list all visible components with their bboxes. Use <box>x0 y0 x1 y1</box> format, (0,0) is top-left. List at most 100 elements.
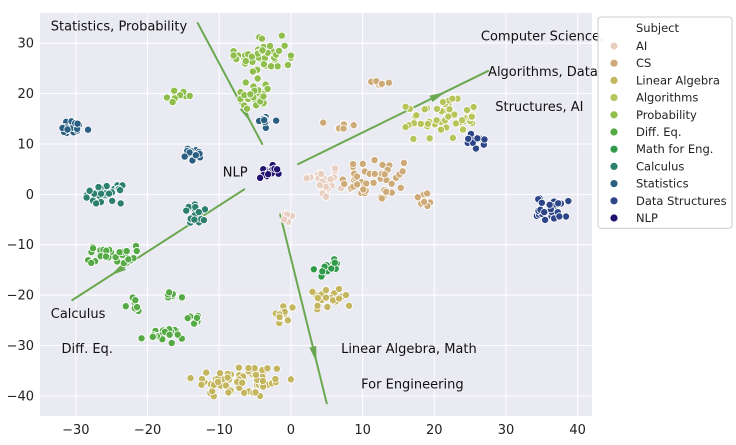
annotation-label: Linear Algebra, Math <box>341 342 477 357</box>
data-point <box>352 172 361 181</box>
data-point <box>116 186 125 195</box>
data-point <box>241 78 250 87</box>
data-point <box>451 119 460 128</box>
legend-marker <box>609 58 619 68</box>
annotation-arrow <box>71 188 246 302</box>
data-point <box>137 334 146 343</box>
data-point <box>162 93 171 102</box>
data-point <box>183 314 192 323</box>
data-point <box>335 284 344 293</box>
data-point <box>349 160 358 169</box>
data-point <box>409 134 418 143</box>
data-point <box>413 193 422 202</box>
data-point <box>396 183 405 192</box>
data-point <box>167 338 176 347</box>
legend-marker <box>609 76 619 85</box>
data-point <box>266 42 275 51</box>
x-tick-label: 0 <box>287 423 295 438</box>
data-point <box>121 302 130 311</box>
x-tick-label: −10 <box>206 423 233 438</box>
data-point <box>256 173 265 182</box>
data-point <box>182 206 191 215</box>
data-point <box>257 34 266 43</box>
x-tick-labels: −30 −20 −10 0 10 20 30 40 <box>62 423 586 438</box>
y-tick-label: 10 <box>17 137 34 152</box>
legend-marker <box>609 213 619 223</box>
annotation-arrows <box>71 22 490 405</box>
data-point <box>251 370 260 379</box>
y-tick-label: −20 <box>7 289 34 304</box>
data-point <box>445 105 454 114</box>
y-tick-label: −40 <box>7 389 34 404</box>
data-point <box>545 200 554 209</box>
data-point <box>168 98 177 107</box>
data-point <box>108 196 117 205</box>
arrow-head <box>429 91 446 103</box>
arrow-head <box>239 106 251 122</box>
legend: Subject AI CS Linear Algebra Algorithms Proba… <box>597 16 733 229</box>
legend-entry: Diff. Eq. <box>636 125 682 139</box>
legend-entry: Data Structures <box>636 194 727 208</box>
data-point <box>264 170 273 179</box>
legend-marker <box>609 93 619 102</box>
data-point <box>165 288 174 297</box>
data-point <box>165 330 174 339</box>
annotation-label: Calculus <box>51 307 106 322</box>
data-point <box>258 376 267 385</box>
data-point <box>330 258 339 267</box>
data-point <box>258 46 267 55</box>
data-point <box>540 208 549 217</box>
legend-marker <box>609 161 619 171</box>
y-tick-label: 30 <box>17 37 34 52</box>
data-point <box>197 380 206 389</box>
data-point <box>280 215 289 224</box>
data-point <box>308 287 317 296</box>
legend-title: Subject <box>636 21 679 35</box>
data-point <box>369 178 378 187</box>
data-point <box>214 377 223 386</box>
data-point <box>238 378 247 387</box>
data-point <box>241 57 250 66</box>
data-point <box>101 252 110 261</box>
data-point <box>463 106 472 115</box>
data-point <box>73 119 82 128</box>
data-point <box>267 62 276 71</box>
data-point <box>377 79 386 88</box>
legend-entry: Linear Algebra <box>636 73 720 87</box>
data-point <box>335 294 344 303</box>
legend-entry: Algorithms <box>636 91 698 105</box>
data-point <box>185 91 194 100</box>
data-point <box>359 185 368 194</box>
data-point <box>133 303 142 312</box>
data-point <box>263 364 272 373</box>
legend-marker <box>609 41 619 51</box>
data-point <box>378 160 387 169</box>
data-point <box>246 90 255 99</box>
data-point <box>412 111 421 120</box>
y-tick-label: −10 <box>7 238 34 253</box>
data-point <box>194 208 203 217</box>
annotation-label: Statistics, Probability <box>51 20 188 35</box>
data-point <box>358 159 367 168</box>
data-point <box>564 197 573 206</box>
data-point <box>380 170 389 179</box>
data-point <box>131 296 140 305</box>
data-point <box>326 175 335 184</box>
legend-marker <box>609 127 619 137</box>
data-point <box>223 373 232 382</box>
data-point <box>331 164 340 173</box>
data-point <box>469 103 478 112</box>
data-point <box>97 189 106 198</box>
data-point <box>537 198 546 207</box>
data-point <box>321 293 330 302</box>
data-point <box>480 135 489 144</box>
legend-entry: Probability <box>636 108 697 122</box>
data-point <box>387 179 396 188</box>
data-point <box>313 294 322 303</box>
data-point <box>433 104 442 113</box>
data-point <box>555 212 564 221</box>
data-point <box>248 67 257 76</box>
data-point <box>272 116 281 125</box>
data-point <box>436 125 445 134</box>
data-point <box>377 194 386 203</box>
